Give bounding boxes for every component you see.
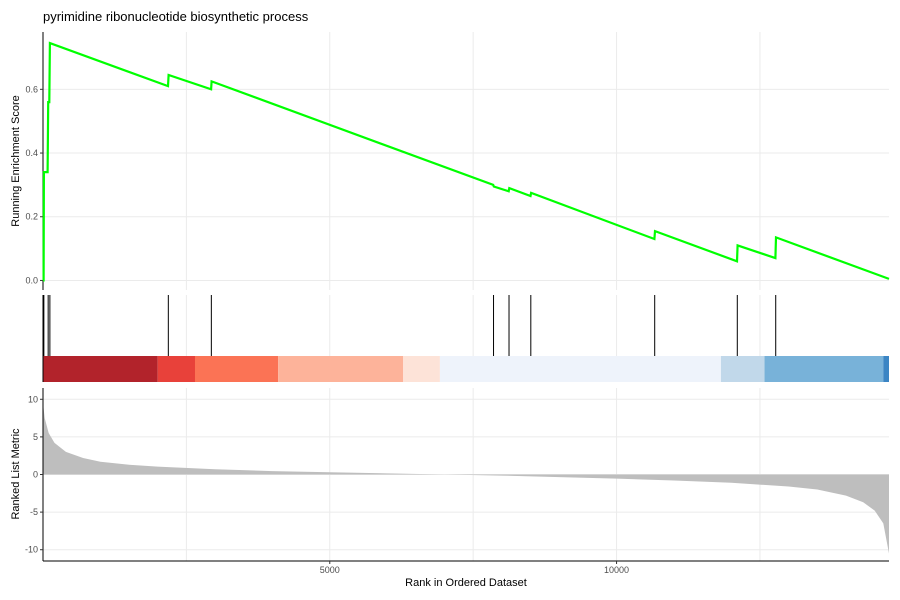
color-bar-segment bbox=[157, 356, 195, 382]
es-tick-label: 0.6 bbox=[25, 84, 38, 94]
metric-area bbox=[43, 403, 889, 554]
x-ticks: 5000 10000 bbox=[320, 561, 629, 575]
metric-tick-label: 10 bbox=[28, 394, 38, 404]
color-bar-segment bbox=[883, 356, 889, 382]
color-bar-segment bbox=[403, 356, 440, 382]
ranked-metric-panel: 10 5 0 -5 -10 5000 10000 Ranked List Metric R… bbox=[10, 388, 889, 589]
es-tick-label: 0.0 bbox=[25, 275, 38, 285]
color-bar-segment bbox=[43, 356, 158, 382]
color-bar-segment bbox=[720, 356, 765, 382]
es-y-ticks: 0.0 0.2 0.4 0.6 bbox=[25, 84, 43, 285]
metric-tick-label: 0 bbox=[33, 470, 38, 480]
x-tick-label: 5000 bbox=[320, 565, 340, 575]
x-axis-label: Rank in Ordered Dataset bbox=[405, 577, 527, 589]
color-bar-segment bbox=[278, 356, 404, 382]
es-tick-label: 0.2 bbox=[25, 212, 38, 222]
es-tick-label: 0.4 bbox=[25, 148, 38, 158]
x-tick-label: 10000 bbox=[604, 565, 629, 575]
metric-tick-label: -10 bbox=[25, 545, 38, 555]
metric-y-ticks: 10 5 0 -5 -10 bbox=[25, 394, 43, 555]
rank-color-bar bbox=[43, 356, 889, 382]
color-bar-segment bbox=[439, 356, 721, 382]
es-line bbox=[42, 41, 890, 282]
running-es-panel: 0.0 0.2 0.4 0.6 Running Enrichment Score bbox=[10, 32, 890, 290]
metric-tick-label: 5 bbox=[33, 432, 38, 442]
es-y-label: Running Enrichment Score bbox=[10, 95, 22, 226]
color-bar-segment bbox=[194, 356, 279, 382]
gene-hit-ticks bbox=[43, 295, 777, 356]
metric-tick-label: -5 bbox=[30, 507, 38, 517]
color-bar-segment bbox=[764, 356, 884, 382]
chart-title: pyrimidine ribonucleotide biosynthetic p… bbox=[43, 9, 309, 24]
metric-y-label: Ranked List Metric bbox=[10, 428, 22, 520]
